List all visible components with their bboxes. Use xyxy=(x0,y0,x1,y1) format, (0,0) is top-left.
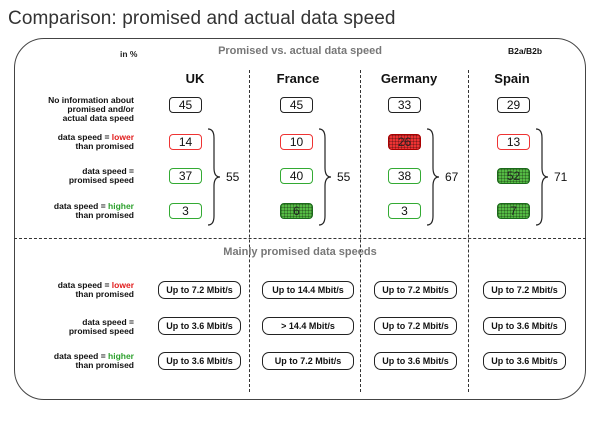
speed-lower-spain: Up to 7.2 Mbit/s xyxy=(483,281,566,299)
speed-higher-france: Up to 7.2 Mbit/s xyxy=(262,352,354,370)
row-label-promised: data speed = promised speed xyxy=(68,166,134,185)
country-france: France xyxy=(276,71,320,86)
speed-promised-france: > 14.4 Mbit/s xyxy=(262,317,354,335)
speed-row-label-promised: data speed = promised speed xyxy=(68,317,134,336)
speed-higher-spain: Up to 3.6 Mbit/s xyxy=(483,352,566,370)
value-no-info-germany: 33 xyxy=(388,97,421,113)
value-promised-france: 40 xyxy=(280,168,313,184)
sum-france: 55 xyxy=(337,170,351,184)
row-label-lower: data speed = lower than promised xyxy=(57,132,134,151)
top-heading: Promised vs. actual data speed xyxy=(218,45,382,57)
speed-higher-germany: Up to 3.6 Mbit/s xyxy=(374,352,457,370)
value-lower-france: 10 xyxy=(280,134,313,150)
value-higher-spain: 7 xyxy=(497,203,530,219)
row-label-higher: data speed = higher than promised xyxy=(53,201,134,220)
section-separator xyxy=(14,238,586,239)
sum-spain: 71 xyxy=(554,170,568,184)
code-label: B2a/B2b xyxy=(508,46,543,56)
brace-uk xyxy=(207,128,221,226)
value-higher-uk: 3 xyxy=(169,203,202,219)
page-title: Comparison: promised and actual data spe… xyxy=(8,8,396,29)
sum-uk: 55 xyxy=(226,170,240,184)
value-lower-germany: 26 xyxy=(388,134,421,150)
row-label-no-info: No information about promised and/or act… xyxy=(48,95,134,123)
brace-germany xyxy=(426,128,440,226)
speed-lower-uk: Up to 7.2 Mbit/s xyxy=(158,281,241,299)
value-lower-spain: 13 xyxy=(497,134,530,150)
speed-row-label-higher: data speed = higher than promised xyxy=(53,351,134,370)
value-higher-france: 6 xyxy=(280,203,313,219)
value-no-info-france: 45 xyxy=(280,97,313,113)
speed-promised-uk: Up to 3.6 Mbit/s xyxy=(158,317,241,335)
speed-lower-germany: Up to 7.2 Mbit/s xyxy=(374,281,457,299)
value-promised-spain: 52 xyxy=(497,168,530,184)
country-uk: UK xyxy=(185,71,205,86)
value-no-info-uk: 45 xyxy=(169,97,202,113)
speed-lower-france: Up to 14.4 Mbit/s xyxy=(262,281,354,299)
sum-germany: 67 xyxy=(445,170,459,184)
country-spain: Spain xyxy=(494,71,530,86)
speed-promised-spain: Up to 3.6 Mbit/s xyxy=(483,317,566,335)
unit-label: in % xyxy=(120,49,138,59)
column-divider xyxy=(468,70,469,392)
value-higher-germany: 3 xyxy=(388,203,421,219)
brace-france xyxy=(318,128,332,226)
bottom-heading: Mainly promised data speeds xyxy=(223,246,377,258)
speed-row-label-lower: data speed = lower than promised xyxy=(57,280,134,299)
value-promised-germany: 38 xyxy=(388,168,421,184)
speed-higher-uk: Up to 3.6 Mbit/s xyxy=(158,352,241,370)
brace-spain xyxy=(535,128,549,226)
column-divider xyxy=(360,70,361,392)
comparison-panel xyxy=(14,38,586,400)
speed-promised-germany: Up to 7.2 Mbit/s xyxy=(374,317,457,335)
value-promised-uk: 37 xyxy=(169,168,202,184)
country-germany: Germany xyxy=(380,71,438,86)
value-lower-uk: 14 xyxy=(169,134,202,150)
column-divider xyxy=(249,70,250,392)
value-no-info-spain: 29 xyxy=(497,97,530,113)
